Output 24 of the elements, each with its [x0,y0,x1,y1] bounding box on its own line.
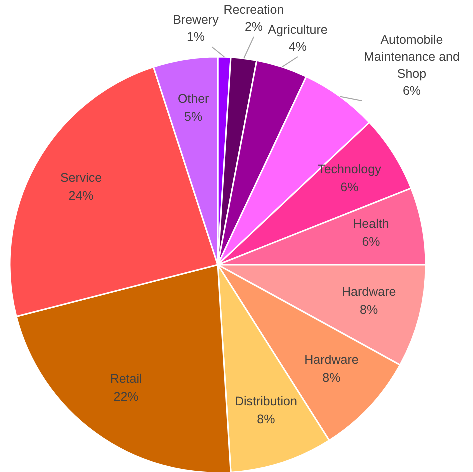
slice-label: Technology [318,162,382,176]
slice-label: Hardware [304,352,359,367]
slice-label: Distribution [234,394,298,408]
slice-label: Retail [110,372,142,386]
data-label: 8% [360,302,378,317]
slice-label: Other [178,92,210,106]
slice-label: Automobile Maintenance and Shop [364,33,460,81]
slice-label: Recreation [224,3,284,17]
data-label: 8% [322,370,341,385]
slice-label: Brewery [173,13,220,27]
slice-label: Health [353,216,390,231]
data-label: 6% [340,180,359,194]
data-label: 2% [244,20,264,34]
slice-label: Service [60,170,102,185]
data-label: 22% [114,390,139,404]
data-label: 6% [402,84,422,98]
data-label: 4% [288,40,308,54]
data-label: 8% [257,412,276,426]
data-label: 24% [68,188,94,203]
data-label: 5% [184,110,203,124]
slice-label: Hardware [342,284,396,299]
data-label: 1% [186,30,206,44]
slice-label: Agriculture [268,23,328,37]
data-label: 6% [362,234,380,249]
